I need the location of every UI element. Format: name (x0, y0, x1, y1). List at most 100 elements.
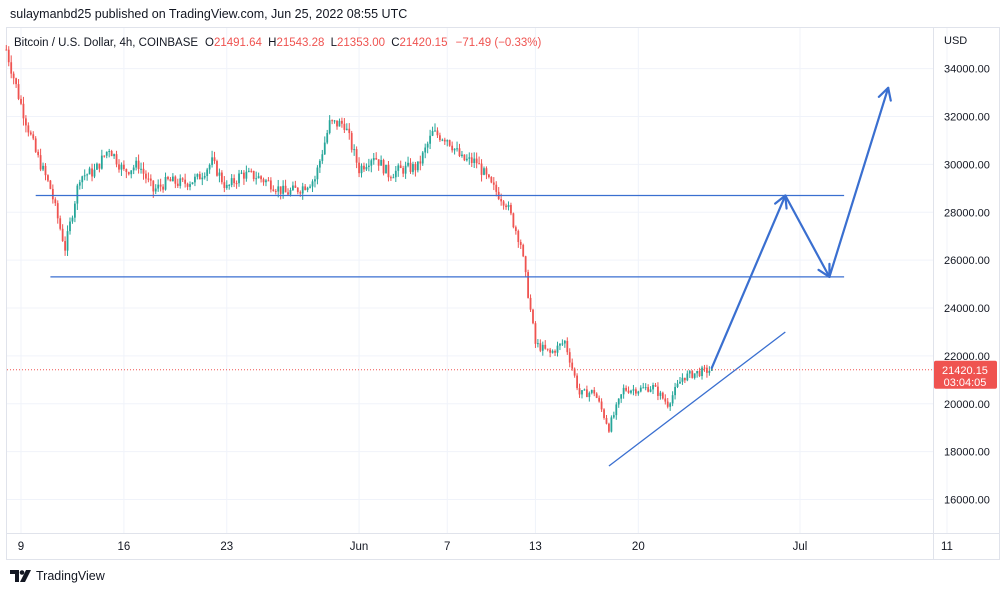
candle-body (223, 182, 226, 188)
candle-body (274, 190, 277, 192)
candle-body (29, 132, 32, 135)
candle-body (534, 323, 537, 344)
candle-body (184, 179, 187, 184)
candle-body (169, 179, 172, 182)
candle-body (549, 349, 552, 353)
symbol-label: Bitcoin / U.S. Dollar, 4h, COINBASE (14, 37, 198, 49)
candle-body (681, 377, 684, 382)
candle-body (69, 221, 71, 232)
candle-body (642, 387, 645, 389)
time-axis[interactable]: 9 16 23 Jun 7 13 20 Jul 11 (18, 541, 953, 553)
candle-body (100, 155, 103, 169)
candle-body (546, 348, 549, 350)
candle-body (154, 188, 157, 192)
candle-body (644, 387, 647, 389)
candle-body (505, 205, 507, 208)
candle-body (585, 389, 588, 398)
candle-body (431, 130, 434, 136)
candle-body (122, 164, 125, 170)
candle-body (661, 392, 664, 399)
price-axis[interactable]: 16000.00 18000.00 20000.00 22000.00 24000.00… (944, 35, 990, 506)
candle-body (304, 186, 307, 190)
candle-body (105, 151, 108, 156)
candle-body (110, 150, 113, 157)
candlestick-series (5, 45, 713, 433)
candle-body (299, 192, 302, 194)
candle-body (480, 163, 483, 175)
candle-body (421, 152, 424, 164)
candle-body (608, 423, 610, 432)
projection-arrow-segment (828, 86, 890, 279)
candle-body (49, 180, 52, 189)
candle-body (617, 398, 620, 405)
candle-body (152, 180, 155, 192)
candle-body (551, 350, 554, 353)
y-tick-label: 28000.00 (944, 207, 990, 219)
candle-body (78, 182, 81, 186)
candle-body (22, 103, 25, 119)
y-tick-label: 26000.00 (944, 255, 990, 267)
candle-body (328, 120, 331, 133)
candle-body (487, 174, 490, 178)
open-label: O (205, 37, 214, 49)
candle-body (206, 169, 209, 177)
candle-body (66, 231, 69, 251)
candle-body (500, 199, 503, 202)
candle-body (495, 184, 498, 192)
footer-brand[interactable]: TradingView (10, 569, 105, 583)
candle-body (323, 142, 326, 155)
candle-body (243, 172, 245, 179)
candle-body (12, 73, 15, 79)
candle-body (115, 154, 118, 165)
candle-body (696, 370, 699, 374)
candle-body (64, 241, 66, 251)
candle-body (5, 49, 8, 51)
candle-body (42, 165, 44, 170)
candle-body (91, 168, 93, 177)
ohlc-legend: Bitcoin / U.S. Dollar, 4h, COINBASE O214… (14, 37, 542, 49)
candle-body (588, 392, 591, 398)
x-tick-label: 7 (444, 541, 450, 553)
x-tick-label: Jun (350, 541, 369, 553)
candle-body (191, 182, 194, 185)
candle-body (56, 203, 59, 219)
candle-body (502, 201, 505, 206)
candle-body (529, 297, 532, 310)
high-label: H (268, 37, 276, 49)
candle-body (24, 118, 27, 126)
candle-body (448, 140, 451, 146)
candle-body (639, 387, 642, 392)
candle-body (260, 176, 262, 180)
candle-body (201, 177, 204, 180)
candle-body (132, 167, 135, 171)
candle-body (240, 172, 243, 174)
candle-body (517, 230, 520, 243)
candle-body (394, 170, 397, 178)
candle-body (409, 162, 412, 172)
candle-body (228, 184, 231, 186)
candle-body (703, 367, 706, 369)
candle-body (216, 161, 218, 176)
x-tick-label: 16 (117, 541, 130, 553)
candle-body (186, 183, 189, 187)
candle-body (93, 169, 96, 177)
candle-body (267, 180, 270, 182)
y-axis-unit: USD (944, 35, 967, 47)
candle-body (348, 128, 351, 134)
candle-body (688, 371, 691, 374)
candle-body (198, 174, 201, 180)
publisher-caption: sulaymanbd25 published on TradingView.co… (10, 7, 408, 21)
candle-body (634, 389, 637, 394)
candle-body (468, 157, 471, 159)
high-value: 21543.28 (276, 37, 324, 49)
candle-body (691, 371, 694, 378)
candle-body (559, 343, 561, 346)
candle-body (649, 389, 652, 392)
candle-body (125, 169, 128, 173)
candle-body (367, 165, 370, 167)
candle-body (245, 171, 248, 179)
candle-body (390, 177, 392, 179)
candle-body (358, 162, 360, 174)
candle-body (706, 367, 708, 373)
